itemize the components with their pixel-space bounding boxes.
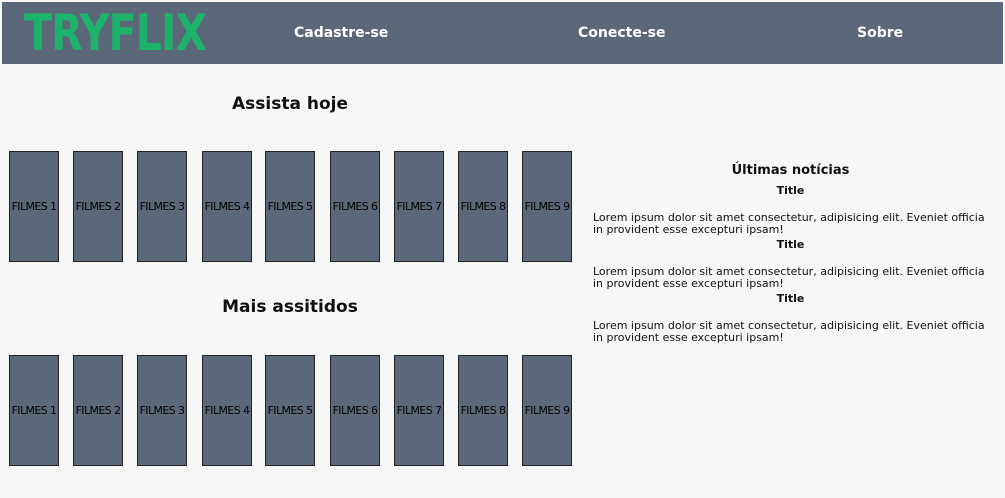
news-panel: Últimas notícias Title Lorem ipsum dolor… bbox=[593, 163, 993, 346]
news-heading: Últimas notícias bbox=[731, 163, 850, 178]
news-item-title: Title bbox=[776, 292, 805, 305]
film-card[interactable]: FILMES 7 bbox=[394, 151, 444, 262]
news-item-text: Lorem ipsum dolor sit amet consectetur, … bbox=[593, 211, 985, 236]
film-card[interactable]: FILMES 8 bbox=[458, 355, 508, 466]
film-card[interactable]: FILMES 1 bbox=[9, 151, 59, 262]
film-card[interactable]: FILMES 3 bbox=[137, 151, 187, 262]
section-title-mais-assitidos: Mais assitidos bbox=[222, 297, 358, 317]
news-item-title: Title bbox=[776, 184, 805, 197]
section-title-assista-hoje: Assista hoje bbox=[232, 94, 348, 114]
news-item-title: Title bbox=[776, 238, 805, 251]
news-item: Title Lorem ipsum dolor sit amet consect… bbox=[593, 238, 993, 290]
film-card[interactable]: FILMES 2 bbox=[73, 151, 123, 262]
news-item-text: Lorem ipsum dolor sit amet consectetur, … bbox=[593, 265, 985, 290]
navbar: TRYFLIX Cadastre-se Conecte-se Sobre bbox=[2, 2, 1003, 64]
nav-conecte-se-link[interactable]: Conecte-se bbox=[578, 25, 666, 41]
film-card[interactable]: FILMES 6 bbox=[330, 355, 380, 466]
nav-sobre-link[interactable]: Sobre bbox=[857, 25, 904, 41]
film-card[interactable]: FILMES 6 bbox=[330, 151, 380, 262]
film-card[interactable]: FILMES 4 bbox=[202, 151, 252, 262]
news-item: Title Lorem ipsum dolor sit amet consect… bbox=[593, 184, 993, 236]
news-item: Title Lorem ipsum dolor sit amet consect… bbox=[593, 292, 993, 344]
film-card[interactable]: FILMES 9 bbox=[522, 151, 572, 262]
film-card[interactable]: FILMES 1 bbox=[9, 355, 59, 466]
logo[interactable]: TRYFLIX bbox=[24, 4, 207, 62]
film-card[interactable]: FILMES 5 bbox=[265, 151, 315, 262]
film-card[interactable]: FILMES 5 bbox=[265, 355, 315, 466]
film-card[interactable]: FILMES 2 bbox=[73, 355, 123, 466]
film-card[interactable]: FILMES 9 bbox=[522, 355, 572, 466]
film-card[interactable]: FILMES 4 bbox=[202, 355, 252, 466]
news-item-text: Lorem ipsum dolor sit amet consectetur, … bbox=[593, 319, 985, 344]
film-card[interactable]: FILMES 8 bbox=[458, 151, 508, 262]
nav-cadastre-se-link[interactable]: Cadastre-se bbox=[294, 25, 389, 41]
film-card[interactable]: FILMES 7 bbox=[394, 355, 444, 466]
film-card[interactable]: FILMES 3 bbox=[137, 355, 187, 466]
